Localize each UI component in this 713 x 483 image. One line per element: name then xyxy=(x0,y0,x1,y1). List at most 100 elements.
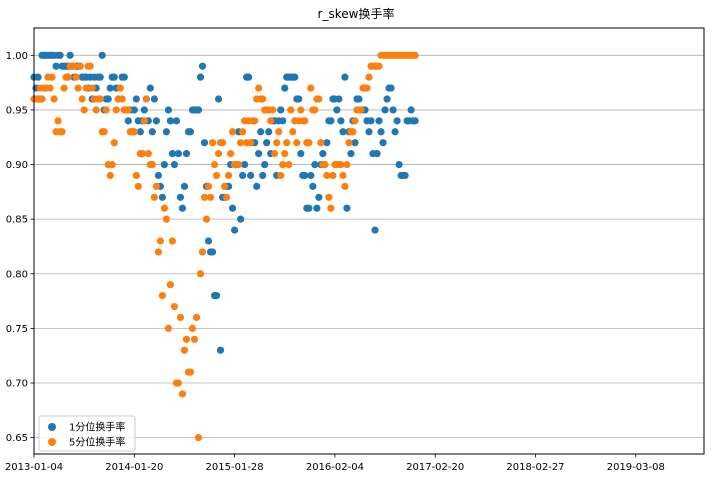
x-tick-label: 2014-01-20 xyxy=(105,462,163,473)
data-point xyxy=(176,313,185,322)
plot-frame xyxy=(33,27,705,455)
data-point xyxy=(319,150,327,158)
y-tick-label: 0.90 xyxy=(6,160,28,171)
data-point xyxy=(64,73,72,81)
legend: 1分位换手率 5分位换手率 xyxy=(38,415,136,452)
data-point xyxy=(150,193,158,201)
y-tick-label: 0.65 xyxy=(6,433,28,444)
data-point xyxy=(196,73,205,81)
data-point xyxy=(166,281,175,289)
data-point xyxy=(347,150,355,158)
data-point xyxy=(214,150,223,158)
data-point xyxy=(269,106,277,114)
data-point xyxy=(371,226,379,234)
data-point xyxy=(309,182,317,190)
data-point xyxy=(178,204,187,212)
data-point xyxy=(357,106,365,114)
data-point xyxy=(76,62,84,70)
data-point xyxy=(176,193,185,201)
data-point xyxy=(54,117,62,125)
data-point xyxy=(130,106,138,114)
data-point xyxy=(321,160,329,169)
data-point xyxy=(180,182,189,190)
data-point xyxy=(56,51,64,59)
data-point xyxy=(106,84,114,92)
data-point xyxy=(355,95,363,103)
data-point xyxy=(327,204,335,212)
data-point xyxy=(208,139,217,147)
data-point xyxy=(168,150,177,158)
y-tick-label: 0.70 xyxy=(6,379,28,390)
data-point xyxy=(188,324,197,332)
data-point xyxy=(313,204,321,212)
data-point xyxy=(110,73,118,81)
data-point xyxy=(253,182,261,190)
data-point xyxy=(78,95,86,103)
data-point xyxy=(120,73,128,81)
data-point xyxy=(210,160,219,169)
data-point xyxy=(349,128,357,136)
data-point xyxy=(297,150,305,158)
data-point xyxy=(401,171,409,180)
data-point xyxy=(365,128,373,136)
data-point xyxy=(134,182,142,190)
data-point xyxy=(315,193,323,201)
data-point xyxy=(136,128,144,136)
data-point xyxy=(158,193,166,201)
data-point xyxy=(162,215,170,223)
data-point xyxy=(204,237,213,245)
data-point xyxy=(98,51,106,59)
data-point xyxy=(130,128,138,136)
data-point xyxy=(150,95,158,103)
data-point xyxy=(200,139,209,147)
data-point xyxy=(365,73,373,81)
data-point xyxy=(337,117,345,125)
data-point xyxy=(235,160,243,169)
data-point xyxy=(124,106,132,114)
data-point xyxy=(108,160,116,169)
data-point xyxy=(239,171,247,180)
data-point xyxy=(351,139,359,147)
y-tick-label: 0.95 xyxy=(6,105,28,116)
data-point xyxy=(363,84,371,92)
data-point xyxy=(275,128,283,136)
legend-marker-series-2 xyxy=(48,438,56,446)
data-point xyxy=(66,51,74,59)
data-point xyxy=(70,62,78,70)
data-point xyxy=(383,95,391,103)
data-point xyxy=(216,346,225,354)
data-point xyxy=(74,84,82,92)
x-tick-label: 2019-03-08 xyxy=(607,462,665,473)
data-point xyxy=(132,171,140,180)
data-point xyxy=(289,128,297,136)
y-tick-label: 0.85 xyxy=(6,215,28,226)
data-point xyxy=(271,150,279,158)
data-point xyxy=(315,95,323,103)
data-point xyxy=(237,215,245,223)
data-point xyxy=(138,150,146,158)
data-point xyxy=(46,84,54,92)
data-point xyxy=(297,106,305,114)
data-point xyxy=(411,51,419,59)
data-point xyxy=(281,84,289,92)
data-point xyxy=(106,171,114,180)
data-point xyxy=(132,95,140,103)
data-point xyxy=(241,160,249,169)
data-point xyxy=(96,95,104,103)
data-point xyxy=(208,248,217,256)
data-point xyxy=(222,193,231,201)
data-point xyxy=(198,248,207,256)
data-point xyxy=(154,171,162,180)
x-tick-label: 2013-01-04 xyxy=(5,462,63,473)
data-point xyxy=(317,139,325,147)
data-point xyxy=(389,106,397,114)
data-point xyxy=(152,117,160,125)
legend-label-series-1: 1分位换手率 xyxy=(69,421,125,434)
data-point xyxy=(212,171,221,180)
data-point xyxy=(281,150,289,158)
data-point xyxy=(204,182,213,190)
data-point xyxy=(325,193,333,201)
data-point xyxy=(52,62,60,70)
data-point xyxy=(301,117,309,125)
data-point xyxy=(237,139,245,147)
